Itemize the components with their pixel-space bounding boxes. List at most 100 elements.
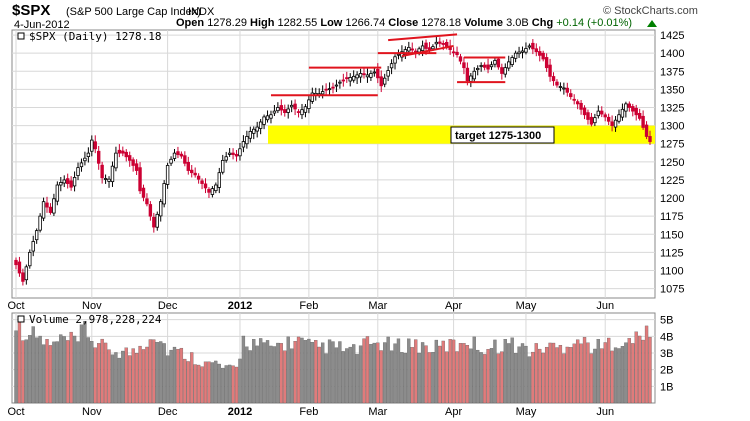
open-label: Open (176, 17, 205, 29)
price-tick-label: 1100 (660, 265, 684, 277)
candle-body (396, 53, 401, 56)
volume-bar (369, 344, 373, 404)
volume-value: 3.0B (506, 17, 529, 29)
close-label: Close (388, 17, 419, 29)
candle-body (613, 119, 618, 128)
volume-bar (524, 345, 528, 404)
volume-bar (314, 340, 318, 404)
quote-summary: Open 1278.29 High 1282.55 Low 1266.74 Cl… (176, 17, 632, 29)
candle-body (558, 86, 563, 88)
volume-bar (248, 350, 252, 404)
volume-bar (159, 341, 163, 404)
candle-body (227, 152, 232, 155)
volume-bar (400, 352, 404, 404)
candle-body (648, 136, 652, 142)
candle-body (389, 63, 394, 69)
candle-body (48, 206, 53, 213)
source-credit[interactable]: © StockCharts.com (603, 5, 698, 17)
volume-bar (472, 336, 476, 404)
volume-bar (338, 341, 342, 404)
volume-bar (517, 346, 521, 404)
volume-bar (427, 352, 432, 404)
volume-bar (307, 338, 311, 404)
candle-body (69, 180, 73, 188)
x-axis-label: Dec (158, 300, 178, 312)
x-axis-label: Apr (445, 406, 462, 418)
volume-bar (410, 347, 414, 404)
volume-bar (272, 346, 277, 404)
volume-bar (293, 341, 297, 404)
candle-body (438, 41, 442, 44)
volume-bar (620, 346, 625, 404)
volume-bar (558, 344, 563, 404)
volume-legend: Volume 2,978,228,224 (17, 313, 162, 326)
volume-bar (327, 339, 332, 404)
quote-date: 4-Jun-2012 (14, 19, 70, 31)
candle-body (241, 141, 246, 148)
volume-bar (255, 345, 259, 404)
volume-bar (527, 356, 532, 404)
candle-body (534, 48, 538, 53)
candle-body (90, 139, 94, 152)
volume-bar (262, 342, 266, 404)
volume-bar (507, 343, 511, 404)
high-value: 1282.55 (277, 17, 318, 29)
candle-body (152, 216, 156, 228)
candle-body (31, 241, 35, 252)
candle-body (386, 70, 390, 77)
candle-body (255, 126, 259, 132)
candle-body (596, 110, 601, 117)
volume-bar (479, 352, 483, 404)
volume-bar (638, 335, 642, 404)
volume-bar (462, 343, 466, 404)
candle-body (451, 51, 456, 54)
candle-body (262, 116, 266, 125)
price-tick-label: 1125 (660, 247, 684, 259)
target-annotation: target 1275-1300 (455, 130, 541, 142)
candle-body (200, 180, 204, 184)
volume-bar (231, 365, 235, 404)
annotation-box (450, 126, 555, 144)
x-axis-label: Apr (445, 300, 462, 312)
volume-bar (438, 345, 442, 404)
volume-bar (241, 335, 246, 404)
price-tick-label: 1300 (660, 121, 684, 133)
volume-bar (644, 325, 649, 404)
volume-bar (414, 339, 418, 404)
candle-body (520, 50, 525, 53)
volume-bar (551, 342, 556, 404)
price-tick-label: 1225 (660, 175, 684, 187)
volume-bar (534, 343, 538, 404)
candle-body (610, 121, 614, 127)
candle-body (207, 189, 211, 193)
candle-body (234, 153, 239, 157)
volume-bar (510, 337, 514, 404)
candle-body (124, 151, 128, 158)
x-axis-label: 2012 (228, 406, 252, 418)
candle-body (365, 74, 370, 78)
candle-body (455, 51, 459, 56)
candle-body (479, 65, 483, 67)
candle-body (21, 272, 25, 282)
volume-bar (193, 364, 197, 404)
volume-bar (324, 353, 328, 404)
candle-body (348, 77, 352, 82)
candle-body (289, 104, 294, 108)
volume-tick-label: 5B (660, 315, 673, 327)
volume-bar (107, 349, 111, 404)
volume-bar (72, 335, 77, 404)
volume-bar (431, 351, 435, 404)
price-tick-label: 1375 (660, 66, 684, 78)
candle-body (527, 45, 532, 48)
volume-tick-label: 3B (660, 348, 673, 360)
candle-body (79, 162, 84, 168)
volume-bar (245, 346, 249, 404)
candle-body (517, 51, 521, 55)
candle-body (114, 152, 118, 169)
candle-body (486, 64, 490, 70)
volume-bar (148, 339, 153, 404)
volume-bar (179, 347, 184, 404)
candle-body (544, 57, 549, 69)
x-axis-label: Oct (7, 406, 24, 418)
candle-body (410, 48, 414, 51)
